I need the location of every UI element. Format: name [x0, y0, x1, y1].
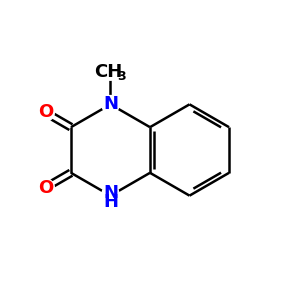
- Text: H: H: [103, 193, 118, 211]
- Text: O: O: [38, 178, 53, 196]
- Ellipse shape: [97, 64, 124, 80]
- Ellipse shape: [102, 184, 119, 207]
- Ellipse shape: [37, 103, 54, 121]
- Text: CH: CH: [94, 63, 122, 81]
- Text: N: N: [103, 184, 118, 202]
- Ellipse shape: [102, 95, 119, 113]
- Text: O: O: [38, 103, 53, 122]
- Text: 3: 3: [117, 70, 126, 83]
- Ellipse shape: [37, 179, 54, 196]
- Text: N: N: [103, 95, 118, 113]
